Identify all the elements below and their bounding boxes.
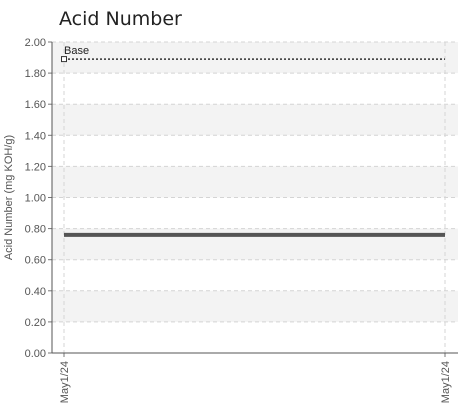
y-tick-label: 0.40 <box>25 286 46 298</box>
x-tick-label: May1/24 <box>59 361 71 403</box>
y-tick-label: 1.40 <box>25 130 46 142</box>
y-tick-label: 0.80 <box>25 224 46 236</box>
y-tick-label: 1.60 <box>25 99 46 111</box>
y-tick-label: 1.80 <box>25 68 46 80</box>
y-tick-label: 2.00 <box>25 37 46 49</box>
y-tick-label: 1.00 <box>25 193 46 205</box>
x-tick-label: May1/24 <box>440 361 452 403</box>
grid-band <box>52 42 458 74</box>
y-tick-label: 0.00 <box>25 348 46 360</box>
grid-band <box>52 290 458 322</box>
grid-band <box>52 166 458 198</box>
y-axis-title: Acid Number (mg KOH/g) <box>3 135 15 260</box>
y-tick-label: 0.60 <box>25 255 46 267</box>
chart-title: Acid Number <box>59 8 182 30</box>
y-tick-label: 1.20 <box>25 161 46 173</box>
y-tick-label: 0.20 <box>25 317 46 329</box>
series-point <box>61 56 67 63</box>
series-label: Base <box>64 45 89 57</box>
grid-band <box>52 104 458 136</box>
